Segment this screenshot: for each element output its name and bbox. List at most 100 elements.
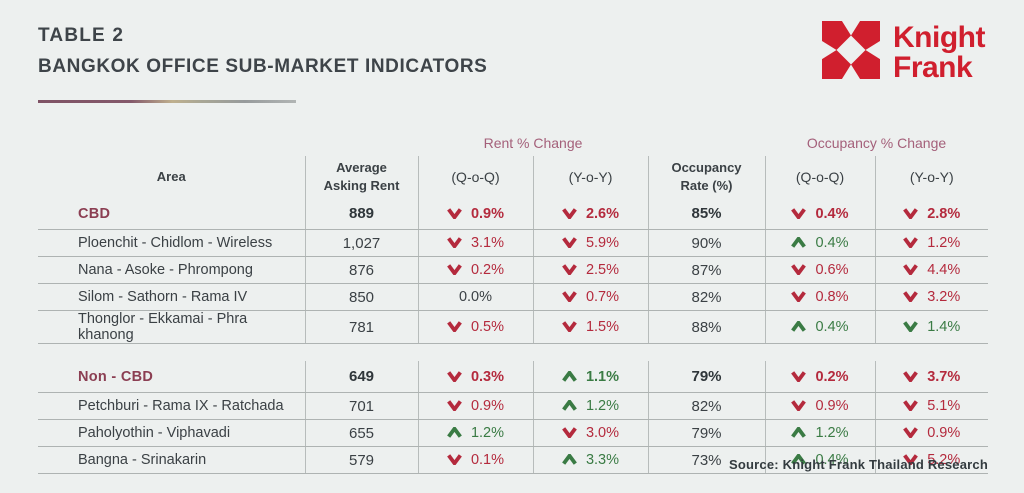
occupancy-rate-cell: 82%	[647, 283, 765, 311]
percent-value: 3.1%	[470, 235, 505, 251]
knight-frank-logo: Knight Frank	[822, 21, 985, 84]
table-body: CBD 889 0.9% 2.6% 85% 0.4% 2.8% Ploenchi…	[38, 198, 988, 474]
knight-frank-logo-mark-icon	[822, 21, 880, 84]
percent-value: 3.7%	[927, 368, 961, 385]
occupancy-yoy-change-cell: 3.2%	[874, 283, 988, 311]
occupancy-yoy-change-cell: 1.2%	[874, 229, 988, 257]
avg-asking-rent-cell: 701	[304, 392, 418, 420]
occupancy-rate-cell: 88%	[647, 310, 765, 344]
percent-value: 5.1%	[927, 398, 961, 414]
percent-value: 5.9%	[585, 235, 620, 251]
rent-yoy-change-cell: 1.1%	[532, 361, 648, 393]
avg-asking-rent-cell: 579	[304, 446, 418, 474]
occupancy-qoq-change-cell: 0.6%	[764, 256, 875, 284]
occupancy-qoq-change-cell: 0.4%	[764, 310, 875, 344]
trend-arrow-up-icon	[562, 454, 577, 465]
rent-yoy-change-cell: 2.6%	[532, 198, 648, 230]
avg-asking-rent-cell: 781	[304, 310, 418, 344]
percent-value: 1.4%	[927, 319, 961, 335]
trend-arrow-down-icon	[447, 400, 462, 411]
occupancy-qoq-change-cell: 0.4%	[764, 198, 875, 230]
submarket-indicators-table: Rent % Change Occupancy % Change Area Av…	[38, 131, 988, 474]
percent-value: 0.3%	[470, 368, 505, 385]
percent-value: 3.0%	[585, 425, 620, 441]
occupancy-rate-cell: 87%	[647, 256, 765, 284]
column-header-rent-yoy: (Y-o-Y)	[532, 156, 648, 198]
percent-value: 1.2%	[815, 425, 849, 441]
table-label: TABLE 2	[38, 25, 125, 46]
rent-qoq-change-cell: 0.9%	[417, 198, 533, 230]
rent-qoq-change-cell: 0.9%	[417, 392, 533, 420]
percent-value: 0.9%	[470, 205, 505, 222]
occupancy-qoq-change-cell: 1.2%	[764, 419, 875, 447]
occupancy-qoq-change-cell: 0.9%	[764, 392, 875, 420]
rent-qoq-change-cell: 0.1%	[417, 446, 533, 474]
trend-arrow-up-icon	[791, 237, 807, 248]
rent-qoq-change-cell: 0.3%	[417, 361, 533, 393]
table-row: Silom - Sathorn - Rama IV 850 0.0% 0.7% …	[38, 283, 988, 311]
table-row: Paholyothin - Viphavadi 655 1.2% 3.0% 79…	[38, 419, 988, 447]
column-header-occupancy-rate: Occupancy Rate (%)	[647, 156, 765, 198]
trend-arrow-down-icon	[791, 207, 807, 219]
percent-value: 0.9%	[470, 398, 505, 414]
area-cell: Ploenchit - Chidlom - Wireless	[38, 229, 305, 257]
trend-arrow-down-icon	[903, 321, 919, 332]
percent-value: 1.2%	[470, 425, 505, 441]
avg-asking-rent-cell: 1,027	[304, 229, 418, 257]
percent-value: 3.3%	[585, 452, 620, 468]
trend-arrow-down-icon	[562, 321, 577, 332]
percent-value: 0.6%	[815, 262, 849, 278]
trend-arrow-down-icon	[447, 237, 462, 248]
title-underline-divider	[38, 100, 296, 103]
occupancy-qoq-change-cell: 0.2%	[764, 361, 875, 393]
occupancy-qoq-change-cell: 0.4%	[764, 229, 875, 257]
trend-arrow-down-icon	[903, 400, 919, 411]
rent-yoy-change-cell: 0.7%	[532, 283, 648, 311]
trend-arrow-down-icon	[447, 321, 462, 332]
area-cell: Non - CBD	[38, 361, 305, 393]
area-cell: Thonglor - Ekkamai - Phra khanong	[38, 310, 305, 344]
percent-value: 0.5%	[470, 319, 505, 335]
rent-qoq-change-cell: 0.5%	[417, 310, 533, 344]
column-header-area: Area	[156, 169, 186, 185]
table-row: Petchburi - Rama IX - Ratchada 701 0.9% …	[38, 392, 988, 420]
table-row: Bangna - Srinakarin 579 0.1% 3.3% 73% 0.…	[38, 446, 988, 474]
table-row: Nana - Asoke - Phrompong 876 0.2% 2.5% 8…	[38, 256, 988, 284]
column-header-occ-yoy: (Y-o-Y)	[874, 156, 988, 198]
trend-arrow-down-icon	[791, 264, 807, 275]
rent-qoq-change-cell: 1.2%	[417, 419, 533, 447]
spacer-cell	[38, 344, 988, 362]
trend-arrow-down-icon	[903, 291, 919, 302]
percent-value: 0.4%	[815, 205, 849, 222]
percent-value: 0.7%	[585, 289, 620, 305]
group-header-row: Rent % Change Occupancy % Change	[38, 131, 988, 156]
percent-value: 0.1%	[470, 452, 505, 468]
trend-arrow-down-icon	[562, 291, 577, 302]
percent-value: 0.8%	[815, 289, 849, 305]
table-row: Ploenchit - Chidlom - Wireless 1,027 3.1…	[38, 229, 988, 257]
table-row: Thonglor - Ekkamai - Phra khanong 781 0.…	[38, 310, 988, 344]
area-cell: Silom - Sathorn - Rama IV	[38, 283, 305, 311]
occupancy-yoy-change-cell: 0.9%	[874, 419, 988, 447]
area-cell: Bangna - Srinakarin	[38, 446, 305, 474]
rent-qoq-change-cell: 3.1%	[417, 229, 533, 257]
occupancy-rate-cell: 73%	[647, 446, 765, 474]
percent-value: 5.2%	[927, 452, 961, 468]
logo-wordmark-line2: Frank	[893, 50, 973, 84]
occupancy-yoy-change-cell: 1.4%	[874, 310, 988, 344]
trend-arrow-down-icon	[447, 207, 462, 219]
rent-change-group-header: Rent % Change	[483, 135, 583, 151]
rent-yoy-change-cell: 5.9%	[532, 229, 648, 257]
table-row: Non - CBD 649 0.3% 1.1% 79% 0.2% 3.7%	[38, 361, 988, 393]
avg-asking-rent-cell: 649	[304, 361, 418, 393]
logo-wordmark-line1: Knight	[893, 21, 985, 55]
trend-arrow-up-icon	[562, 400, 577, 411]
occupancy-rate-cell: 79%	[647, 419, 765, 447]
table-header: Rent % Change Occupancy % Change Area Av…	[38, 131, 988, 198]
trend-arrow-down-icon	[791, 370, 807, 382]
trend-arrow-down-icon	[562, 207, 577, 219]
trend-arrow-down-icon	[447, 454, 462, 465]
percent-value: 1.1%	[585, 368, 620, 385]
occupancy-yoy-change-cell: 5.1%	[874, 392, 988, 420]
empty-group-cell	[648, 131, 765, 156]
